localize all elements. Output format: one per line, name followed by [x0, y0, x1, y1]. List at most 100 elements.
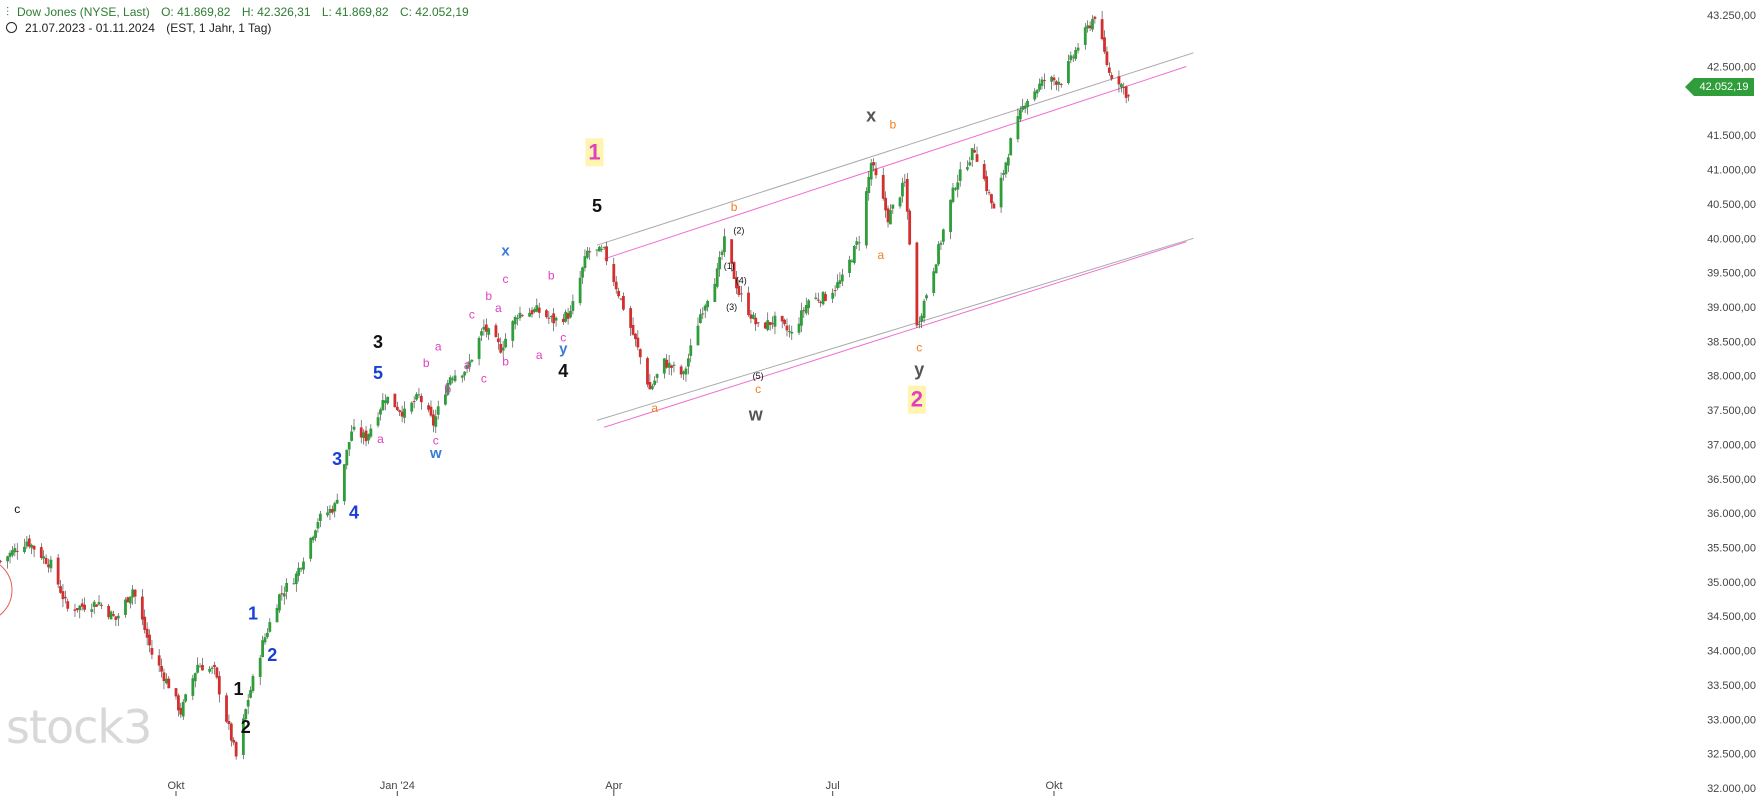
candle-body[interactable] — [342, 464, 346, 502]
candle-body[interactable] — [537, 307, 541, 313]
candle-body[interactable] — [393, 393, 397, 408]
candle-body[interactable] — [629, 308, 633, 328]
candle-body[interactable] — [451, 378, 455, 380]
candle-body[interactable] — [932, 271, 936, 294]
candle-body[interactable] — [838, 280, 842, 284]
candle-body[interactable] — [59, 586, 62, 593]
candle-body[interactable] — [1016, 116, 1020, 140]
candle-body[interactable] — [501, 347, 505, 351]
candle-body[interactable] — [124, 599, 127, 615]
candle-body[interactable] — [400, 411, 404, 417]
candle-body[interactable] — [901, 182, 904, 197]
candle-body[interactable] — [107, 605, 111, 618]
candle-body[interactable] — [867, 177, 871, 194]
candle-body[interactable] — [463, 371, 467, 376]
candle-body[interactable] — [881, 174, 885, 199]
candle-body[interactable] — [701, 313, 705, 315]
candle-body[interactable] — [1021, 106, 1025, 110]
candle-body[interactable] — [484, 324, 488, 332]
candle-body[interactable] — [583, 256, 587, 269]
candle-body[interactable] — [874, 168, 878, 176]
candle-body[interactable] — [855, 241, 859, 245]
candle-body[interactable] — [251, 676, 255, 692]
candle-body[interactable] — [234, 742, 238, 757]
candle-body[interactable] — [280, 593, 284, 595]
candle-body[interactable] — [78, 605, 82, 611]
candle-body[interactable] — [747, 292, 750, 315]
candle-body[interactable] — [648, 381, 652, 390]
candle-body[interactable] — [720, 251, 724, 255]
candle-body[interactable] — [131, 589, 135, 598]
candle-body[interactable] — [999, 177, 1003, 208]
candle-body[interactable] — [263, 637, 267, 643]
candle-body[interactable] — [13, 548, 17, 553]
candle-body[interactable] — [614, 281, 618, 290]
candle-body[interactable] — [181, 701, 185, 717]
candle-body[interactable] — [530, 310, 534, 315]
wave-label[interactable]: 2 — [911, 387, 923, 412]
candle-body[interactable] — [1067, 61, 1070, 83]
candle-body[interactable] — [754, 317, 758, 325]
candle-body[interactable] — [410, 402, 414, 412]
candle-body[interactable] — [1004, 162, 1008, 175]
candle-body[interactable] — [275, 607, 279, 623]
candle-body[interactable] — [703, 305, 707, 311]
candle-body[interactable] — [816, 299, 820, 301]
candle-body[interactable] — [379, 409, 382, 415]
channel-line[interactable] — [596, 52, 1194, 246]
candle-body[interactable] — [1110, 75, 1114, 79]
candle-body[interactable] — [268, 622, 272, 632]
candle-body[interactable] — [578, 277, 582, 304]
candle-body[interactable] — [217, 676, 221, 695]
candle-body[interactable] — [908, 210, 912, 245]
candle-body[interactable] — [987, 192, 991, 194]
candle-body[interactable] — [367, 434, 370, 441]
candle-body[interactable] — [30, 544, 34, 548]
candle-body[interactable] — [285, 582, 289, 592]
candle-body[interactable] — [819, 301, 823, 303]
candle-body[interactable] — [1052, 77, 1056, 81]
wave-label[interactable]: (1) — [724, 261, 735, 271]
candle-body[interactable] — [90, 609, 94, 612]
candle-body[interactable] — [554, 317, 558, 321]
candle-body[interactable] — [191, 678, 195, 696]
channel-line[interactable] — [604, 241, 1187, 428]
candle-body[interactable] — [198, 666, 202, 668]
candle-body[interactable] — [63, 596, 67, 599]
candle-body[interactable] — [807, 300, 811, 309]
candle-body[interactable] — [739, 293, 743, 295]
candle-body[interactable] — [477, 337, 481, 359]
candle-body[interactable] — [653, 380, 657, 385]
candle-body[interactable] — [1088, 25, 1092, 29]
candle-body[interactable] — [1050, 76, 1053, 82]
candle-body[interactable] — [201, 664, 204, 671]
candle-body[interactable] — [417, 394, 421, 396]
candle-body[interactable] — [571, 301, 575, 311]
wave-label[interactable]: c — [916, 341, 922, 355]
candle-body[interactable] — [1074, 49, 1078, 59]
candle-body[interactable] — [970, 148, 974, 161]
date-range[interactable]: 21.07.2023 - 01.11.2024 — [25, 21, 155, 35]
candle-body[interactable] — [966, 167, 969, 170]
wave-label[interactable]: c — [560, 330, 566, 344]
candle-body[interactable] — [975, 154, 979, 162]
candle-body[interactable] — [333, 503, 337, 512]
candle-body[interactable] — [723, 236, 726, 253]
wave-label[interactable]: b — [502, 354, 509, 368]
candle-body[interactable] — [258, 657, 262, 678]
candle-body[interactable] — [787, 331, 791, 333]
candle-body[interactable] — [415, 394, 418, 400]
candle-body[interactable] — [369, 428, 373, 437]
candle-body[interactable] — [1023, 105, 1027, 109]
candle-body[interactable] — [241, 718, 245, 755]
candle-body[interactable] — [83, 604, 86, 610]
candle-body[interactable] — [951, 187, 955, 202]
candle-body[interactable] — [494, 325, 498, 338]
wave-label[interactable]: x — [501, 242, 510, 259]
candle-body[interactable] — [585, 250, 589, 258]
candle-body[interactable] — [638, 349, 642, 358]
candle-body[interactable] — [0, 560, 2, 562]
candle-body[interactable] — [1055, 81, 1058, 85]
wave-label[interactable]: a — [536, 348, 543, 362]
candle-body[interactable] — [848, 259, 851, 273]
